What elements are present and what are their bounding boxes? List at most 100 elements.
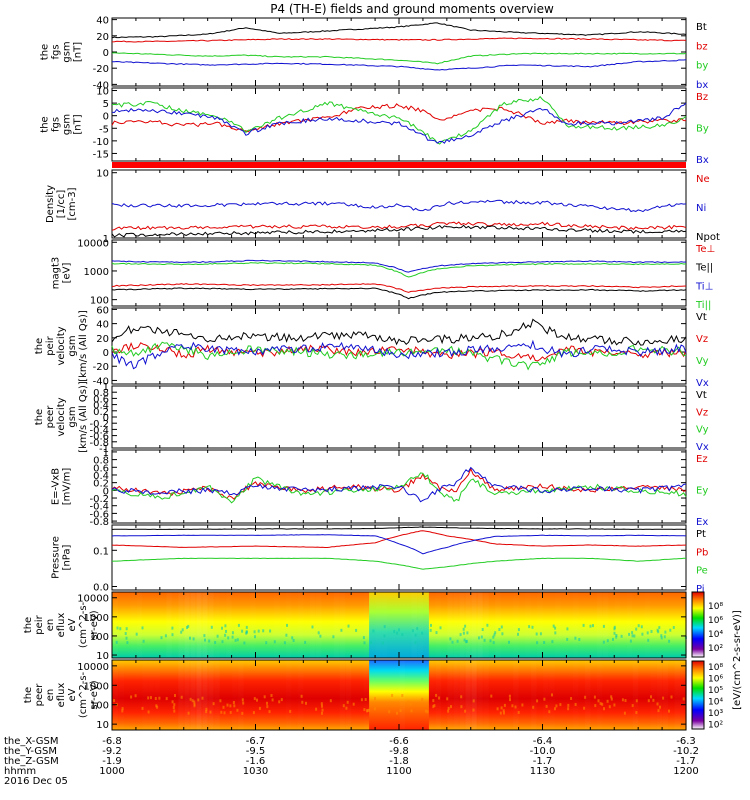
spectrogram-speckle bbox=[620, 634, 623, 638]
spectrogram-column bbox=[195, 592, 203, 658]
spectrogram-speckle bbox=[646, 631, 649, 635]
spectrogram-column bbox=[584, 592, 591, 658]
y-tick-label: 100 bbox=[90, 701, 109, 712]
spectrogram-column bbox=[572, 592, 579, 658]
spectrogram-speckle bbox=[232, 701, 235, 704]
spectrogram-column bbox=[363, 592, 370, 658]
spectrogram-speckle bbox=[472, 708, 475, 712]
panel-3 bbox=[112, 162, 686, 168]
spectrogram-speckle bbox=[205, 707, 208, 711]
spectrogram-speckle bbox=[242, 701, 245, 705]
spectrogram-speckle bbox=[606, 639, 609, 643]
colorbar: 10⁸10⁶10⁴10²10⁸10⁶10⁵10⁴10³10²[eV/(cm^2-… bbox=[691, 591, 743, 731]
spectrogram-speckle bbox=[124, 632, 127, 635]
y-axis-label: sr-eV) bbox=[89, 680, 100, 709]
spectrogram-speckle bbox=[231, 631, 234, 635]
spectrogram-speckle bbox=[269, 629, 272, 633]
y-tick-label: -20 bbox=[93, 362, 109, 373]
spectrogram-column bbox=[512, 660, 520, 730]
spectrogram-speckle bbox=[189, 697, 192, 701]
spectrogram-speckle bbox=[368, 708, 371, 712]
spectrogram-column bbox=[638, 660, 645, 730]
spectrogram-column bbox=[273, 660, 281, 730]
spectrogram-speckle bbox=[231, 635, 234, 639]
spectrogram-column bbox=[285, 660, 292, 730]
spectrogram-column bbox=[440, 592, 448, 658]
spectrogram-speckle bbox=[589, 624, 592, 628]
spectrogram-speckle bbox=[186, 626, 188, 629]
figure-title: P4 (TH-E) fields and ground moments over… bbox=[270, 2, 554, 16]
spectrogram-speckle bbox=[574, 703, 577, 706]
spectrogram-speckle bbox=[503, 703, 506, 707]
spectrogram-column bbox=[494, 660, 502, 730]
spectrogram-column bbox=[542, 592, 550, 658]
spectrogram-speckle bbox=[486, 623, 489, 627]
x-tick-value: -6.8 bbox=[102, 736, 122, 747]
legend-label: Ni bbox=[696, 203, 706, 214]
spectrogram-column bbox=[410, 660, 418, 730]
spectrogram-speckle bbox=[252, 711, 255, 715]
spectrogram-column bbox=[231, 660, 239, 730]
y-axis-label: eV bbox=[67, 688, 78, 701]
spectrogram-column bbox=[536, 660, 544, 730]
series-line-Bt bbox=[111, 22, 687, 39]
spectrogram-speckle bbox=[466, 631, 469, 635]
x-row-label: the_Z-GSM bbox=[4, 756, 59, 767]
series-line-Ni bbox=[111, 199, 687, 213]
y-tick-label: 40 bbox=[96, 320, 109, 331]
y-tick-label: 0.2 bbox=[93, 479, 109, 490]
spectrogram-speckle bbox=[480, 635, 483, 639]
spectrogram-column bbox=[237, 660, 245, 730]
colorbar-tick: 10⁶ bbox=[708, 675, 723, 685]
spectrogram-column bbox=[566, 660, 573, 730]
spectrogram-speckle bbox=[150, 696, 152, 700]
spectrogram-column bbox=[351, 592, 358, 658]
date-label: 2016 Dec 05 bbox=[4, 776, 68, 787]
spectrogram-speckle bbox=[610, 695, 613, 699]
y-tick-label: 10 bbox=[96, 720, 109, 731]
spectrogram-column bbox=[458, 660, 466, 730]
y-tick-label: 0.6 bbox=[93, 394, 109, 405]
spectrogram-speckle bbox=[221, 626, 223, 630]
spectrogram-column bbox=[656, 660, 663, 730]
spectrogram-column bbox=[351, 660, 358, 730]
spectrogram-column bbox=[620, 660, 627, 730]
spectrogram-column bbox=[357, 660, 364, 730]
spectrogram-speckle bbox=[615, 634, 618, 637]
spectrogram-column bbox=[159, 592, 167, 658]
spectrogram-speckle bbox=[451, 640, 454, 644]
spectrogram-column bbox=[404, 660, 412, 730]
spectrogram-speckle bbox=[254, 635, 256, 639]
spectrogram-column bbox=[135, 660, 143, 730]
spectrogram-speckle bbox=[539, 632, 542, 636]
spectrogram-speckle bbox=[363, 708, 366, 712]
spectrogram-column bbox=[422, 660, 430, 730]
spectrogram-speckle bbox=[158, 696, 161, 700]
spectrogram-speckle bbox=[650, 695, 652, 699]
spectrogram-speckle bbox=[489, 639, 492, 643]
spectrogram-speckle bbox=[664, 630, 667, 634]
spectrogram-speckle bbox=[388, 710, 391, 714]
spectrogram-speckle bbox=[492, 641, 495, 645]
spectrogram-speckle bbox=[657, 709, 660, 713]
spectrogram-speckle bbox=[496, 707, 499, 711]
spectrogram-column bbox=[393, 592, 400, 658]
spectrogram-column bbox=[249, 660, 257, 730]
y-tick-label: 0 bbox=[103, 348, 109, 359]
spectrogram-column bbox=[458, 592, 466, 658]
spectrogram-speckle bbox=[193, 704, 196, 708]
spectrogram-speckle bbox=[623, 711, 626, 715]
spectrogram-speckle bbox=[647, 638, 650, 642]
spectrogram-speckle bbox=[438, 696, 441, 700]
spectrogram-speckle bbox=[345, 706, 348, 710]
x-tick-value: 1100 bbox=[386, 766, 411, 777]
spectrogram-column bbox=[387, 592, 394, 658]
spectrogram-speckle bbox=[317, 631, 320, 635]
spectrogram-column bbox=[500, 592, 508, 658]
spectrogram-speckle bbox=[460, 705, 463, 709]
spectrogram-speckle bbox=[214, 641, 217, 644]
spectrogram-speckle bbox=[543, 697, 546, 701]
spectrogram-speckle bbox=[663, 635, 666, 639]
spectrogram-speckle bbox=[180, 695, 183, 699]
